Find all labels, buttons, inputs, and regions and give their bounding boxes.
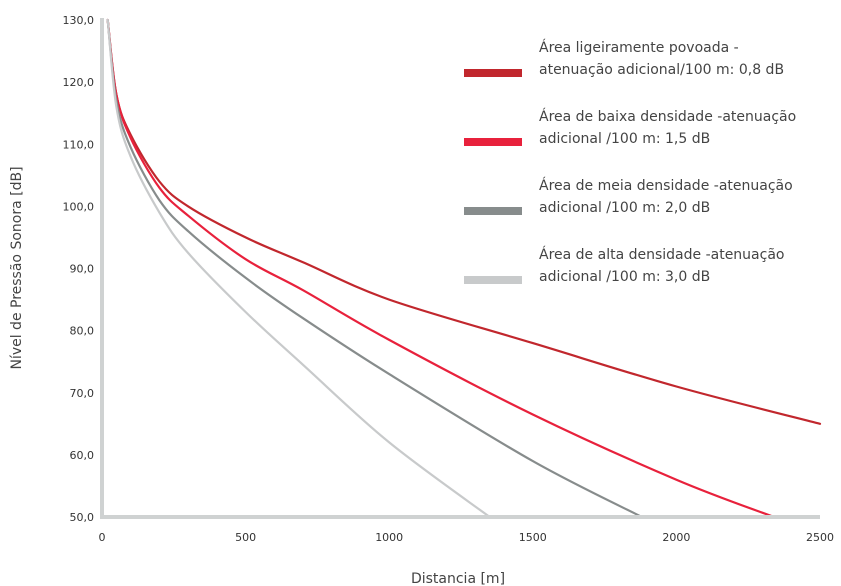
legend-label-3: Área de meia densidade -atenuação [539, 177, 793, 194]
y-tick-label: 60,0 [70, 449, 95, 462]
y-tick-label: 120,0 [63, 76, 95, 89]
legend: Área ligeiramente povoada - atenuação adi… [464, 39, 796, 285]
x-tick-label: 2000 [662, 531, 690, 544]
legend-swatch-3 [464, 207, 522, 215]
series-line-4 [106, 18, 491, 519]
series-line-1 [106, 18, 822, 425]
x-tick-label: 1000 [375, 531, 403, 544]
x-tick-label: 500 [235, 531, 256, 544]
legend-label-1: Área ligeiramente povoada - [539, 39, 739, 56]
x-axis-title: Distancia [m] [411, 571, 505, 586]
legend-label-4: adicional /100 m: 3,0 dB [539, 269, 710, 285]
series-lines [106, 18, 822, 519]
y-tick-label: 70,0 [70, 387, 95, 400]
legend-label-2: adicional /100 m: 1,5 dB [539, 131, 710, 147]
y-tick-label: 110,0 [63, 138, 95, 151]
series-line-2 [106, 18, 776, 519]
legend-label-2: Área de baixa densidade -atenuação [539, 108, 796, 125]
legend-label-4: Área de alta densidade -atenuação [539, 246, 784, 263]
y-tick-label: 100,0 [63, 200, 95, 213]
x-axis-ticks: 0 500 1000 1500 2000 2500 [99, 531, 835, 544]
legend-label-1: atenuação adicional/100 m: 0,8 dB [539, 62, 784, 78]
x-tick-label: 0 [99, 531, 106, 544]
y-axis-title: Nível de Pressão Sonora [dB] [9, 166, 25, 369]
y-tick-label: 130,0 [63, 14, 95, 27]
series-line-3 [106, 18, 643, 519]
y-tick-label: 90,0 [70, 263, 95, 276]
legend-swatch-1 [464, 69, 522, 77]
legend-swatch-2 [464, 138, 522, 146]
x-tick-label: 2500 [806, 531, 834, 544]
y-tick-label: 50,0 [70, 511, 95, 524]
x-tick-label: 1500 [519, 531, 547, 544]
y-axis-ticks: 50,0 60,0 70,0 80,0 90,0 100,0 110,0 120,0 130,0 [63, 14, 95, 524]
y-tick-label: 80,0 [70, 325, 95, 338]
legend-label-3: adicional /100 m: 2,0 dB [539, 200, 710, 216]
legend-swatch-4 [464, 276, 522, 284]
